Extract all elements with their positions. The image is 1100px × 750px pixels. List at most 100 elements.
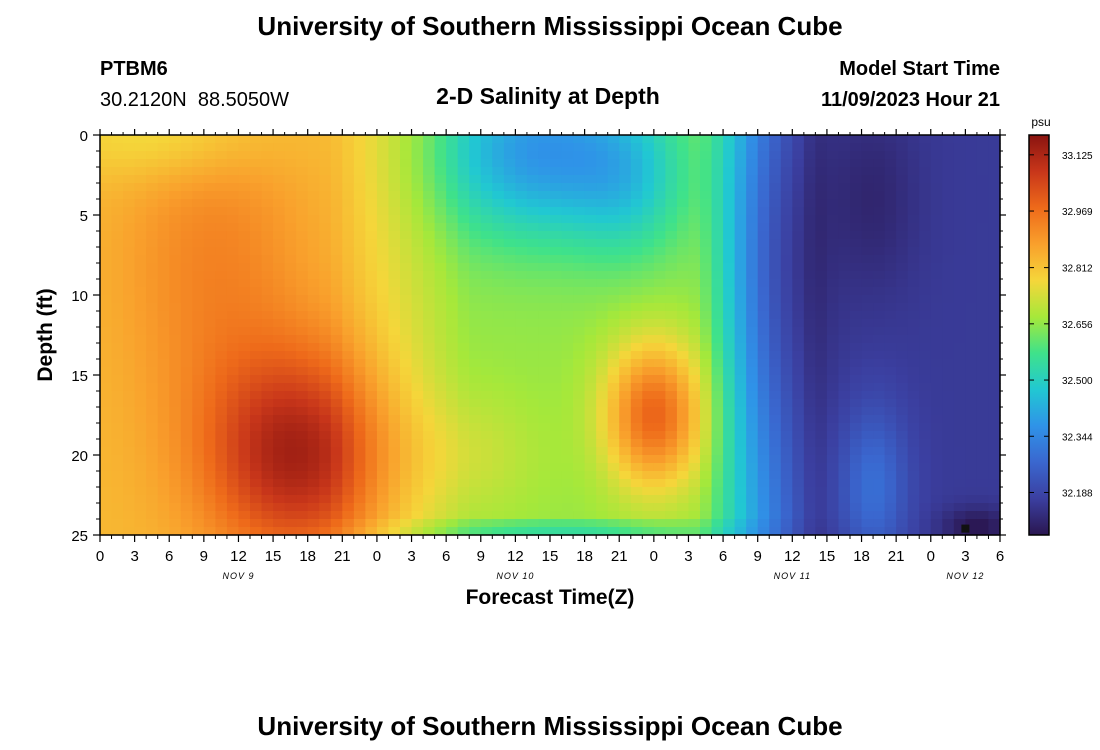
heatmap-cell xyxy=(619,407,632,416)
heatmap-cell xyxy=(307,439,320,448)
heatmap-cell xyxy=(688,463,701,472)
heatmap-cell xyxy=(469,183,482,192)
heatmap-cell xyxy=(919,415,932,424)
heatmap-cell xyxy=(815,223,828,232)
heatmap-cell xyxy=(480,383,493,392)
heatmap-cell xyxy=(550,407,563,416)
heatmap-cell xyxy=(273,527,286,536)
heatmap-cell xyxy=(815,319,828,328)
heatmap-cell xyxy=(884,431,897,440)
heatmap-cell xyxy=(723,335,736,344)
heatmap-cell xyxy=(688,495,701,504)
heatmap-cell xyxy=(400,327,413,336)
heatmap-cell xyxy=(411,263,424,272)
heatmap-cell xyxy=(596,463,609,472)
heatmap-cell xyxy=(561,335,574,344)
heatmap-cell xyxy=(388,423,401,432)
heatmap-cell xyxy=(561,215,574,224)
heatmap-cell xyxy=(838,255,851,264)
heatmap-cell xyxy=(434,415,447,424)
heatmap-cell xyxy=(780,359,793,368)
heatmap-cell xyxy=(953,495,966,504)
heatmap-cell xyxy=(838,375,851,384)
heatmap-cell xyxy=(850,143,863,152)
heatmap-cell xyxy=(838,495,851,504)
heatmap-cell xyxy=(803,191,816,200)
heatmap-cell xyxy=(584,423,597,432)
heatmap-cell xyxy=(815,255,828,264)
heatmap-cell xyxy=(538,447,551,456)
heatmap-cell xyxy=(723,271,736,280)
heatmap-cell xyxy=(226,319,240,328)
heatmap-cell xyxy=(284,175,297,184)
heatmap-cell xyxy=(780,151,793,160)
heatmap-cell xyxy=(653,287,666,296)
heatmap-cell xyxy=(642,295,655,304)
heatmap-cell xyxy=(100,183,113,192)
heatmap-cell xyxy=(757,447,770,456)
heatmap-cell xyxy=(642,343,655,352)
heatmap-cell xyxy=(215,319,228,328)
heatmap-cell xyxy=(965,351,978,360)
heatmap-cell xyxy=(550,479,563,488)
heatmap-cell xyxy=(873,511,886,520)
heatmap-cell xyxy=(607,191,620,200)
heatmap-cell xyxy=(342,295,355,304)
heatmap-cell xyxy=(203,135,216,144)
heatmap-cell xyxy=(100,479,113,488)
heatmap-cell xyxy=(757,175,770,184)
heatmap-cell xyxy=(192,271,205,280)
heatmap-cell xyxy=(630,343,643,352)
heatmap-cell xyxy=(907,399,920,408)
heatmap-cell xyxy=(123,463,136,472)
heatmap-cell xyxy=(492,191,505,200)
heatmap-cell xyxy=(180,247,193,256)
heatmap-cell xyxy=(192,527,205,536)
heatmap-cell xyxy=(250,495,263,504)
heatmap-cell xyxy=(596,431,609,440)
heatmap-cell xyxy=(642,439,655,448)
heatmap-cell xyxy=(826,367,840,376)
heatmap-cell xyxy=(780,495,793,504)
heatmap-cell xyxy=(446,527,459,536)
heatmap-cell xyxy=(676,159,690,168)
heatmap-cell xyxy=(330,351,343,360)
heatmap-cell xyxy=(769,391,782,400)
heatmap-cell xyxy=(826,319,840,328)
heatmap-cell xyxy=(746,335,759,344)
heatmap-cell xyxy=(815,519,828,528)
heatmap-cell xyxy=(238,335,251,344)
heatmap-cell xyxy=(596,407,609,416)
heatmap-cell xyxy=(988,335,1001,344)
heatmap-cell xyxy=(111,183,124,192)
heatmap-cell xyxy=(411,183,424,192)
heatmap-cell xyxy=(250,215,263,224)
heatmap-cell xyxy=(884,247,897,256)
heatmap-cell xyxy=(826,503,840,512)
heatmap-cell xyxy=(884,239,897,248)
heatmap-cell xyxy=(192,247,205,256)
heatmap-cell xyxy=(561,503,574,512)
heatmap-cell xyxy=(769,191,782,200)
heatmap-cell xyxy=(146,375,159,384)
heatmap-cell xyxy=(376,447,390,456)
heatmap-cell xyxy=(653,367,666,376)
heatmap-cell xyxy=(284,183,297,192)
heatmap-cell xyxy=(457,159,470,168)
heatmap-cell xyxy=(146,503,159,512)
heatmap-cell xyxy=(123,495,136,504)
heatmap-cell xyxy=(792,487,805,496)
heatmap-cell xyxy=(780,135,793,144)
heatmap-cell xyxy=(365,263,378,272)
heatmap-cell xyxy=(873,191,886,200)
heatmap-cell xyxy=(619,343,632,352)
heatmap-cell xyxy=(826,159,840,168)
heatmap-cell xyxy=(884,327,897,336)
heatmap-cell xyxy=(884,191,897,200)
heatmap-cell xyxy=(123,159,136,168)
heatmap-cell xyxy=(988,247,1001,256)
heatmap-cell xyxy=(434,359,447,368)
heatmap-cell xyxy=(965,175,978,184)
heatmap-cell xyxy=(653,479,666,488)
heatmap-cell xyxy=(850,311,863,320)
